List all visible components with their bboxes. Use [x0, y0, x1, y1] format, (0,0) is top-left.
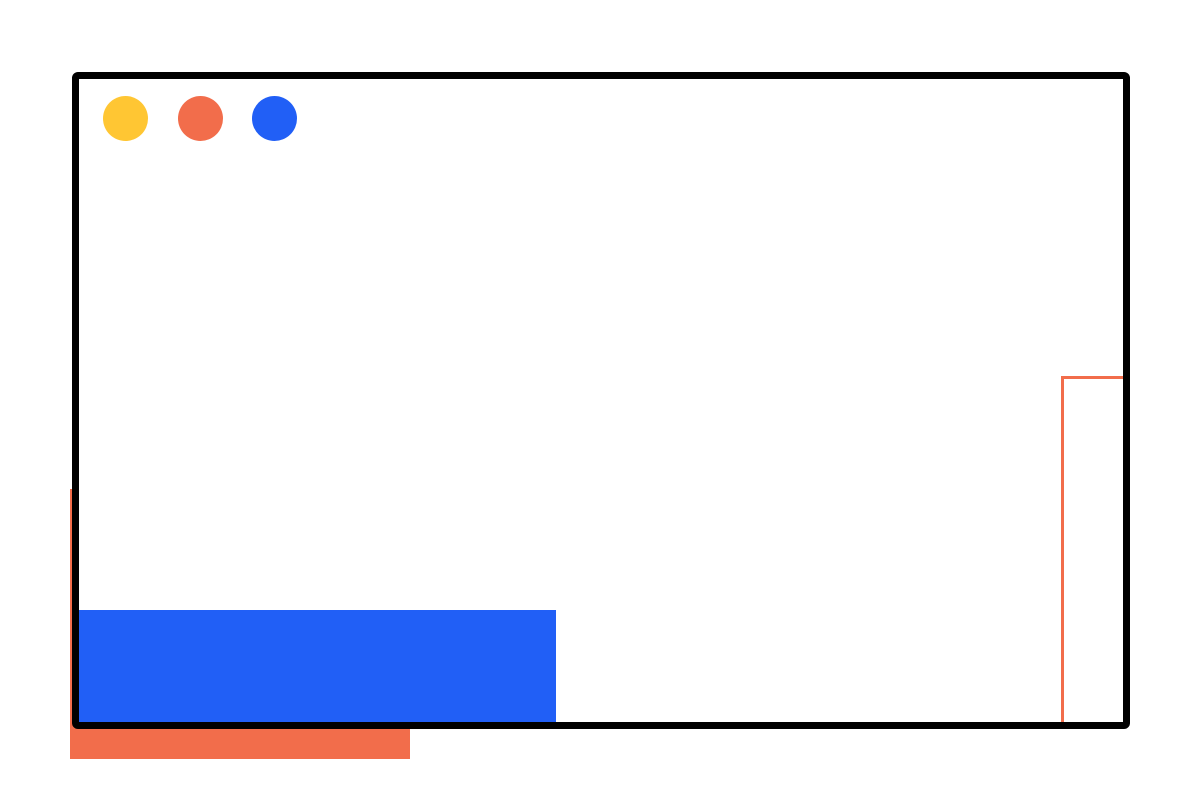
yellow-dot-icon[interactable] [103, 96, 148, 141]
orange-outline-panel [1061, 376, 1123, 722]
orange-dot-icon[interactable] [178, 96, 223, 141]
browser-window-frame [72, 72, 1130, 729]
window-title-bar [79, 79, 1123, 159]
blue-content-block [79, 610, 556, 722]
blue-dot-icon[interactable] [252, 96, 297, 141]
